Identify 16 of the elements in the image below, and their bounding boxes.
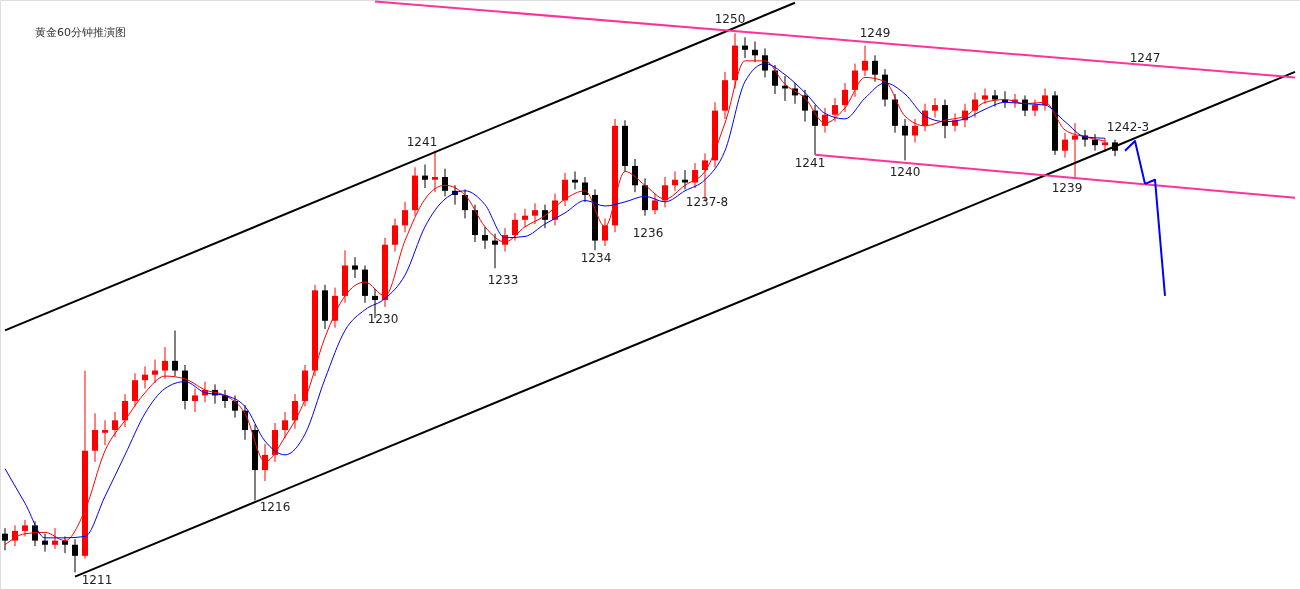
annotation: 1216 (259, 500, 291, 514)
annotation: 1230 (367, 312, 399, 326)
annotation: 1247 (1129, 51, 1161, 65)
annotation: 1240 (889, 165, 921, 179)
annotation: 1211 (81, 573, 113, 587)
annotation: 1234 (580, 251, 612, 265)
annotation: 1239 (1051, 181, 1083, 195)
annotation: 1250 (714, 12, 746, 26)
annotation: 1237-8 (685, 195, 729, 209)
annotation: 1236 (632, 226, 664, 240)
annotation: 1242-3 (1106, 120, 1150, 134)
annotation: 1241 (794, 156, 826, 170)
annotation: 1249 (859, 26, 891, 40)
annotation: 1241 (406, 135, 438, 149)
annotation: 1233 (487, 273, 519, 287)
text: 黄金60分钟推演图 (35, 26, 126, 39)
